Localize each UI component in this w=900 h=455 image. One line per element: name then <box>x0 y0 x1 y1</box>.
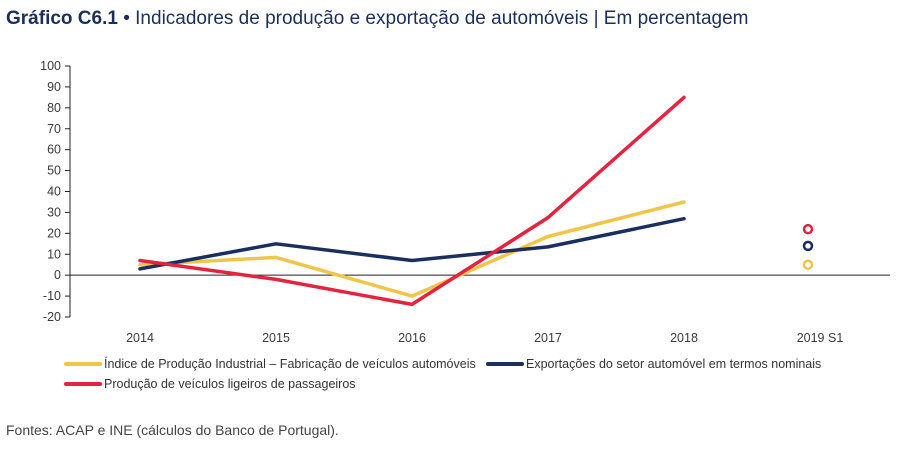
chart-number: Gráfico C6.1 <box>6 8 118 29</box>
legend-swatch-passenger <box>64 382 102 386</box>
x-tick-label: 2016 <box>398 331 426 345</box>
x-tick-label: 2017 <box>534 331 562 345</box>
title-separator: | <box>593 8 599 29</box>
chart-unit: Em percentagem <box>603 8 749 29</box>
legend-item-exports: Exportações do setor automóvel em termos… <box>486 357 821 371</box>
y-tick-label: 50 <box>47 164 61 178</box>
series-line-exports <box>138 216 686 271</box>
y-tick-label: 10 <box>47 247 61 261</box>
marker-2019-passenger <box>802 223 814 235</box>
series-line-passenger <box>138 95 686 307</box>
y-tick-label: 80 <box>47 101 61 115</box>
y-tick-label: 20 <box>47 226 61 240</box>
marker-2019-ipi <box>802 259 814 270</box>
y-tick-label: 70 <box>47 122 61 136</box>
y-tick-label: 60 <box>47 143 61 157</box>
y-tick-label: -10 <box>43 289 61 303</box>
x-tick-label: 2018 <box>670 331 698 345</box>
y-tick-label: 0 <box>54 268 61 282</box>
legend-item-passenger: Produção de veículos ligeiros de passage… <box>64 377 356 391</box>
x-tick-label: 2019 S1 <box>797 331 844 345</box>
legend-swatch-ipi <box>64 362 102 366</box>
legend-swatch-exports <box>486 362 524 366</box>
legend-label-ipi: Índice de Produção Industrial – Fabricaç… <box>104 357 476 371</box>
chart-title-text: Indicadores de produção e exportação de … <box>135 8 589 29</box>
chart-title: Gráfico C6.1 • Indicadores de produção e… <box>6 8 748 30</box>
y-tick-label: 100 <box>40 59 61 73</box>
x-tick-label: 2014 <box>126 331 154 345</box>
x-tick-label: 2015 <box>262 331 290 345</box>
y-tick-label: 90 <box>47 80 61 94</box>
title-bullet: • <box>123 8 130 29</box>
y-tick-label: -20 <box>43 310 61 324</box>
series-line-ipi <box>138 200 686 298</box>
marker-2019-exports <box>802 240 814 252</box>
legend-item-ipi: Índice de Produção Industrial – Fabricaç… <box>64 357 476 371</box>
legend-label-passenger: Produção de veículos ligeiros de passage… <box>104 377 356 391</box>
legend-label-exports: Exportações do setor automóvel em termos… <box>526 357 822 371</box>
y-tick-label: 40 <box>47 185 61 199</box>
y-tick-label: 30 <box>47 205 61 219</box>
source-note: Fontes: ACAP e INE (cálculos do Banco de… <box>6 422 339 438</box>
